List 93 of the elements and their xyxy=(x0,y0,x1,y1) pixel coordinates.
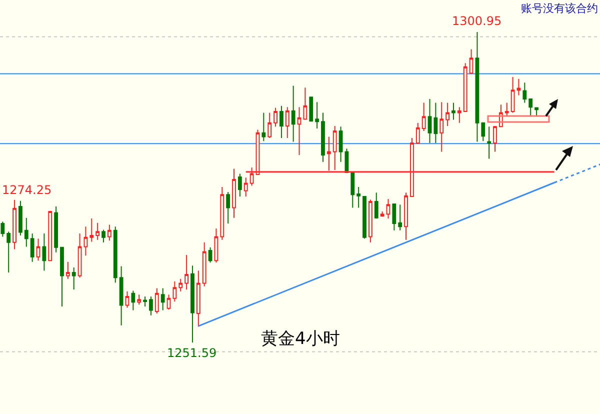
candlestick xyxy=(463,62,468,112)
candlestick xyxy=(119,266,124,326)
candlestick xyxy=(30,233,34,262)
candlestick xyxy=(487,126,492,160)
candlestick xyxy=(386,198,390,219)
candlestick xyxy=(475,31,480,142)
candlestick xyxy=(285,106,290,138)
candlestick xyxy=(528,98,533,118)
candlestick xyxy=(398,204,402,231)
candlestick xyxy=(6,231,11,274)
candlestick xyxy=(504,102,509,118)
candlestick xyxy=(315,102,320,130)
candlestick xyxy=(440,102,444,152)
annotation: 1300.95 xyxy=(452,14,502,28)
candlestick xyxy=(166,294,171,310)
candlestick xyxy=(90,218,94,242)
candlestick xyxy=(280,105,284,138)
candlestick xyxy=(84,226,88,256)
candlestick xyxy=(469,48,474,74)
candlestick xyxy=(446,102,450,127)
candlestick xyxy=(220,186,224,240)
candlestick xyxy=(178,278,183,292)
candlestick xyxy=(362,196,366,240)
candlestick xyxy=(12,199,16,250)
candlestick xyxy=(297,106,302,156)
annotation: 黄金4小时 xyxy=(261,329,340,349)
candlestick xyxy=(309,96,314,122)
candlestick xyxy=(125,290,130,308)
candlestick xyxy=(410,137,414,197)
candlestick xyxy=(250,167,254,186)
candlestick xyxy=(268,112,272,138)
candlestick xyxy=(404,192,408,240)
candlestick xyxy=(457,106,462,124)
candlestick xyxy=(36,238,40,262)
candlestick xyxy=(184,254,189,290)
candlestick xyxy=(493,126,497,152)
candlestick xyxy=(232,168,236,218)
candlestick xyxy=(107,224,112,241)
candlestick xyxy=(481,122,486,142)
candlestick xyxy=(190,265,194,343)
candlestick xyxy=(60,246,64,308)
candlestick xyxy=(160,288,165,311)
candlestick xyxy=(350,172,355,208)
candlestick xyxy=(332,126,337,171)
candlestick xyxy=(226,192,230,224)
candlestick xyxy=(510,76,515,114)
candlestick xyxy=(326,136,331,172)
annotation: 1251.59 xyxy=(167,346,217,360)
candlestick xyxy=(208,246,212,263)
candlestick xyxy=(214,228,218,263)
candlestick xyxy=(452,102,456,120)
candlestick xyxy=(54,206,58,253)
candlestick xyxy=(78,233,82,278)
candlestick xyxy=(416,122,420,144)
text: 账号没有该合约 xyxy=(521,2,598,15)
candlestick xyxy=(42,233,46,272)
candlestick xyxy=(356,186,361,208)
candlestick xyxy=(149,296,153,316)
candlestick xyxy=(66,261,70,280)
candlestick xyxy=(113,226,118,284)
candlestick xyxy=(422,102,426,132)
candlestick xyxy=(48,210,52,262)
candlestick xyxy=(516,78,521,96)
candlestick xyxy=(102,229,106,243)
candlestick xyxy=(202,242,206,287)
candlestick xyxy=(303,87,308,120)
candlestick xyxy=(244,177,248,197)
candlestick xyxy=(338,126,343,162)
candlestick xyxy=(131,290,136,311)
candlestick xyxy=(24,217,28,248)
candlestick xyxy=(374,192,378,219)
candlestick xyxy=(368,199,372,243)
candlestick xyxy=(522,82,527,104)
candlestick xyxy=(143,296,147,308)
candlestick xyxy=(392,204,396,231)
candlestick xyxy=(172,280,177,302)
candlestick xyxy=(72,267,76,290)
candlestick xyxy=(534,107,538,118)
candlestick xyxy=(321,112,325,162)
candlestick xyxy=(196,270,200,328)
candlestick xyxy=(274,107,278,128)
candlestick xyxy=(434,102,438,144)
candlestick xyxy=(238,173,242,197)
candlestick xyxy=(154,288,159,314)
candlestick xyxy=(291,85,296,142)
candlestick xyxy=(96,222,100,240)
candlestick xyxy=(262,112,266,142)
candlestick xyxy=(18,200,22,236)
candlestick xyxy=(137,294,142,306)
candlestick xyxy=(428,98,432,144)
annotation: 1274.25 xyxy=(2,183,52,197)
candlestick xyxy=(0,221,5,238)
candlestick xyxy=(380,211,384,218)
